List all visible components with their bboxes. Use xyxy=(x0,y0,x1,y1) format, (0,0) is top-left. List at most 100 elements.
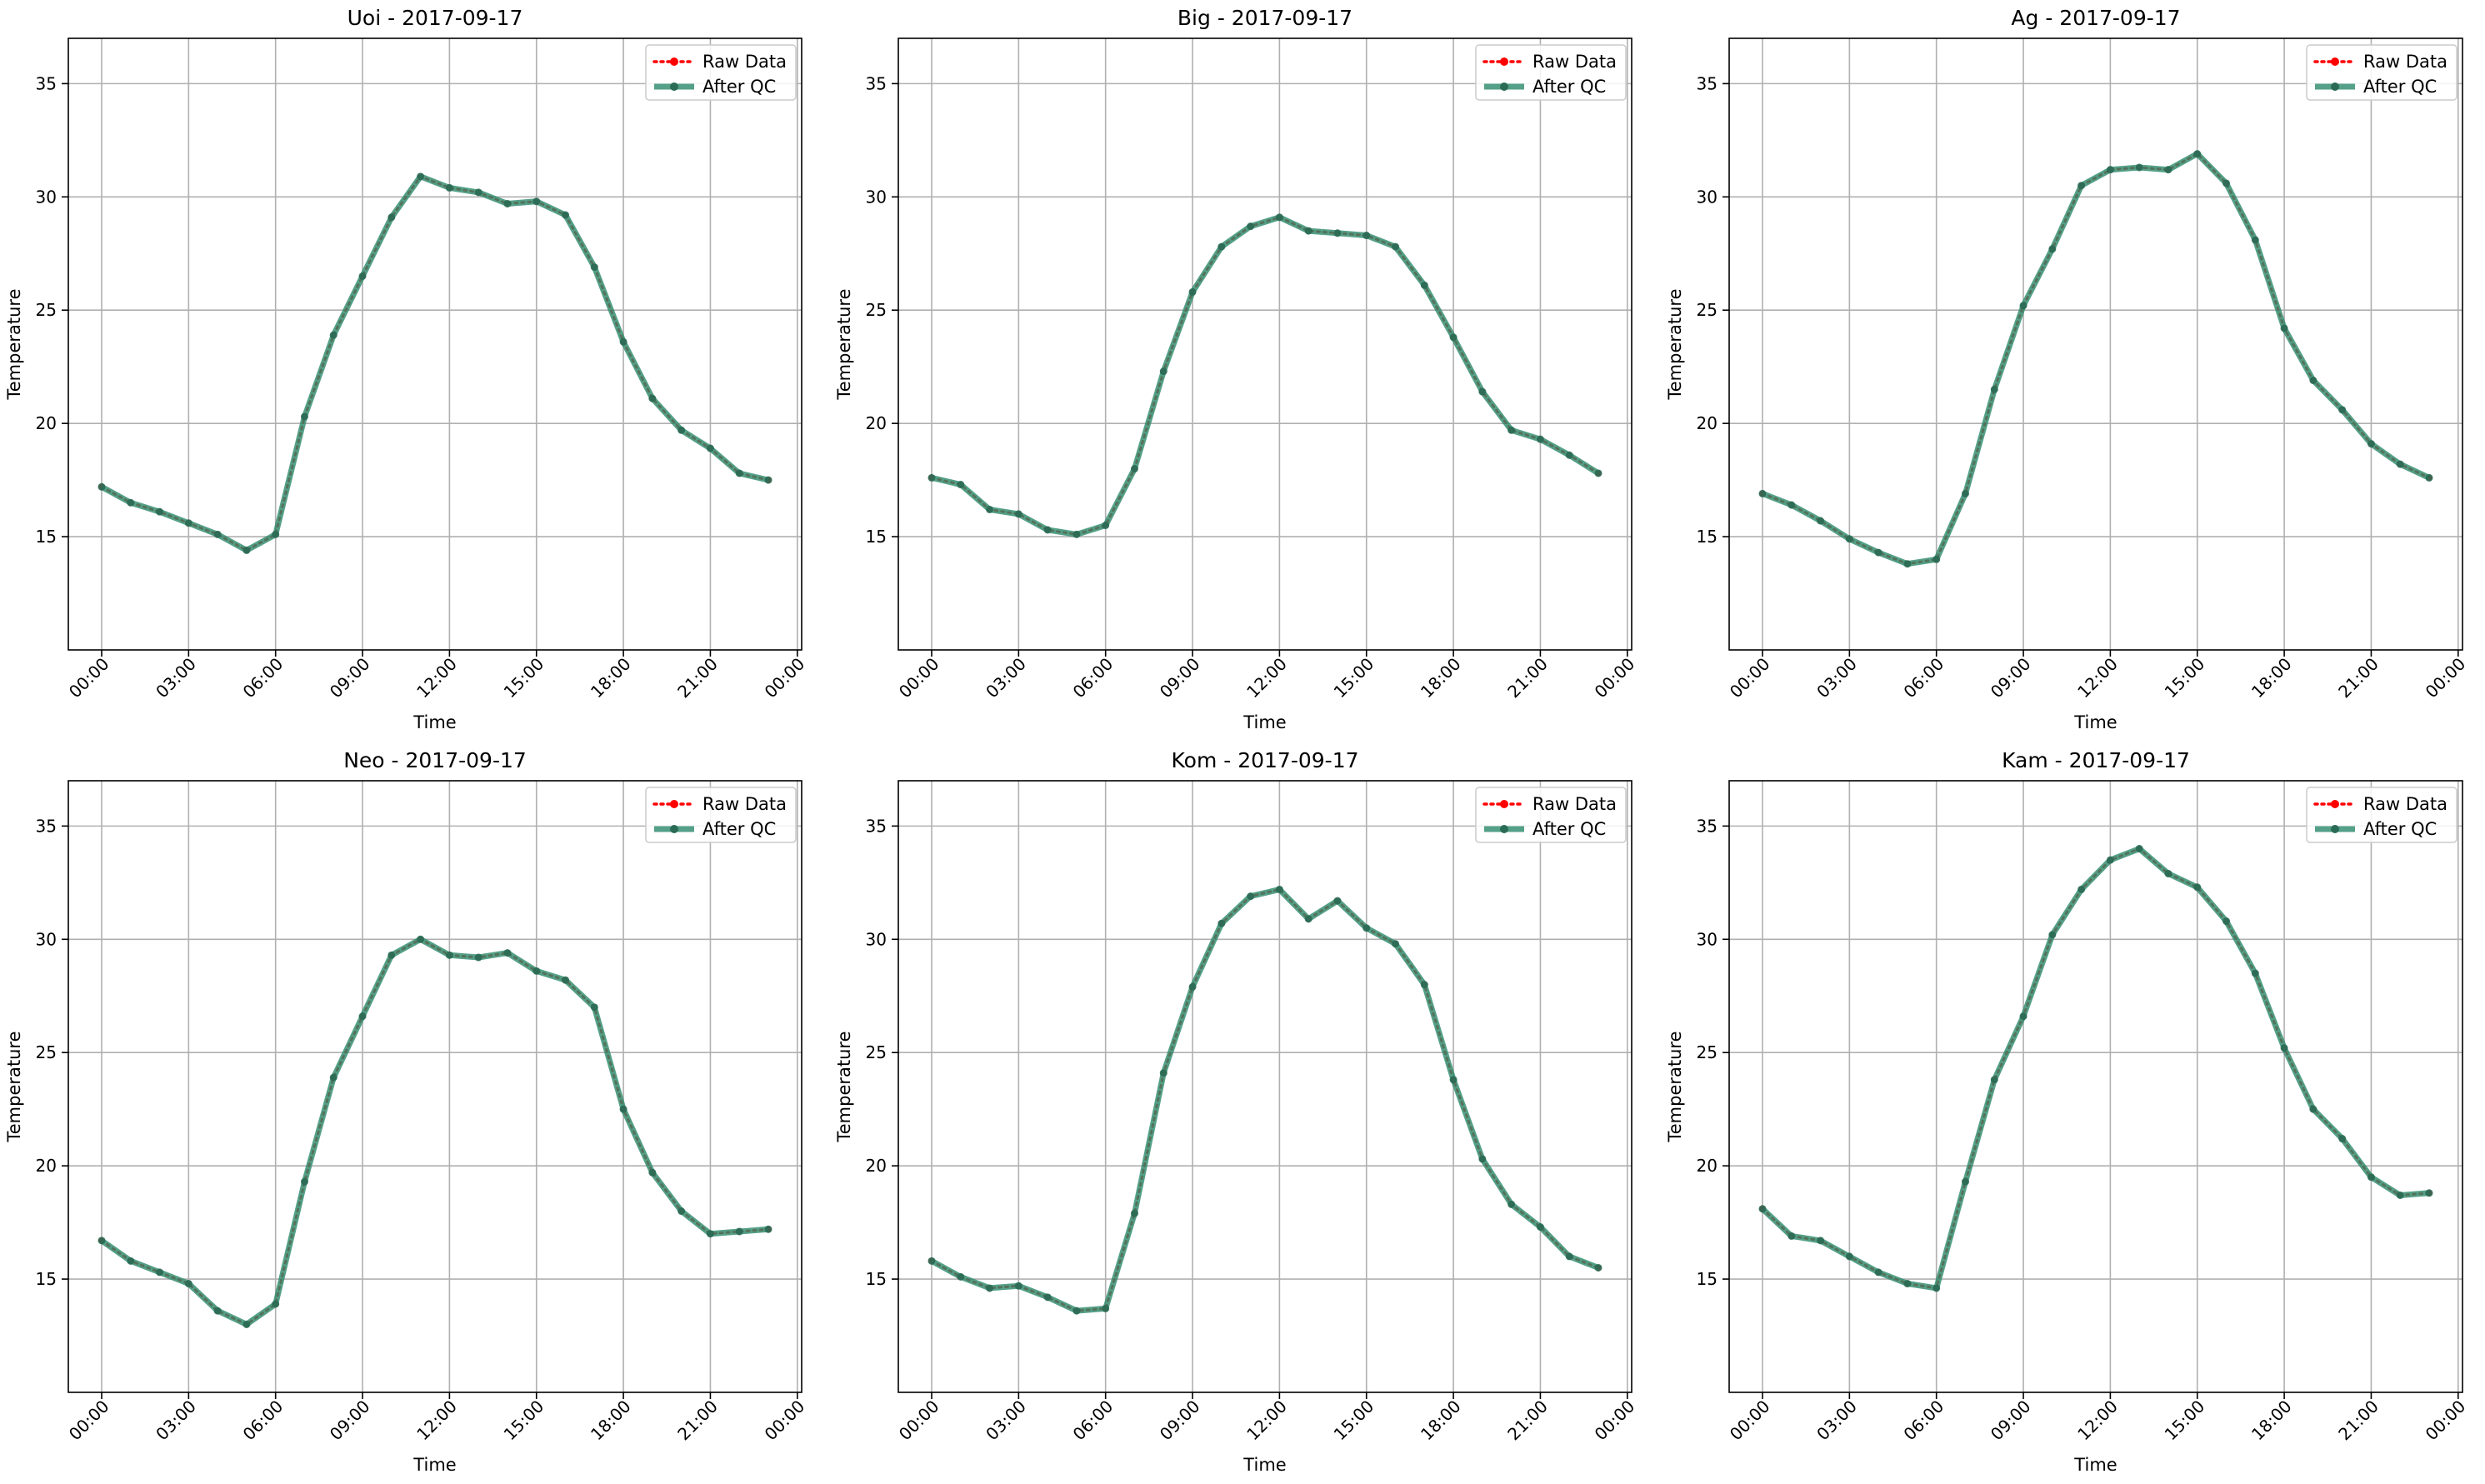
plot-frame xyxy=(68,37,802,651)
y-tick-label: 35 xyxy=(866,73,887,93)
y-tick-label: 15 xyxy=(36,527,57,547)
legend-label-qc: After QC xyxy=(1532,77,1606,97)
after-qc-point xyxy=(2193,150,2202,158)
x-tick-label: 00:00 xyxy=(2422,654,2470,702)
y-tick-label: 25 xyxy=(866,1042,887,1062)
after-qc-point xyxy=(2251,969,2259,977)
legend-marker-raw xyxy=(2331,800,2339,808)
chart-panel-1: 00:00 03:00 06:00 09:00 12:00 15:00 18:00 21:00… xyxy=(4,6,808,732)
after-qc-point xyxy=(648,1168,657,1177)
after-qc-point xyxy=(764,476,772,484)
after-qc-point xyxy=(2251,236,2259,244)
after-qc-point xyxy=(2425,1189,2433,1197)
x-tick-label: 12:00 xyxy=(412,1397,461,1445)
after-qc-point xyxy=(2309,1105,2318,1113)
after-qc-point xyxy=(1874,1268,1882,1277)
legend-marker-raw xyxy=(2331,57,2339,66)
x-tick-label: 15:00 xyxy=(2161,654,2209,702)
after-qc-point xyxy=(619,337,628,346)
y-tick-label: 25 xyxy=(1697,1042,1718,1062)
after-qc-point xyxy=(532,967,541,975)
x-tick-label: 09:00 xyxy=(1156,1397,1204,1445)
y-tick-label: 15 xyxy=(866,527,887,547)
x-tick-label: 21:00 xyxy=(2334,1397,2382,1445)
after-qc-point xyxy=(2106,166,2114,174)
chart-panel-5: 00:00 03:00 06:00 09:00 12:00 15:00 18:00 21:00… xyxy=(834,748,1638,1475)
after-qc-point xyxy=(1594,469,1602,477)
after-qc-line xyxy=(99,936,769,1327)
legend-label-raw: Raw Data xyxy=(1532,794,1617,814)
after-qc-point xyxy=(1874,548,1882,557)
after-qc-point xyxy=(1218,242,1226,251)
y-axis-label: Temperature xyxy=(4,1031,24,1142)
x-tick-label: 06:00 xyxy=(1900,1397,1948,1445)
raw-data-line xyxy=(930,887,1600,1312)
after-qc-point xyxy=(678,1207,686,1216)
after-qc-point xyxy=(1130,1209,1138,1217)
after-qc-point xyxy=(2019,302,2028,310)
after-qc-point xyxy=(2078,885,2086,893)
y-tick-label: 30 xyxy=(1697,929,1718,949)
x-tick-label: 03:00 xyxy=(152,654,200,702)
after-qc-line xyxy=(931,214,1600,537)
after-qc-point xyxy=(2367,1173,2375,1182)
after-qc-point xyxy=(1961,1177,1969,1186)
after-qc-point xyxy=(445,951,453,959)
x-tick-label: 00:00 xyxy=(1591,1397,1639,1445)
after-qc-point xyxy=(1565,1252,1573,1261)
after-qc-point xyxy=(1932,1284,1941,1292)
after-qc-point xyxy=(242,546,251,554)
after-qc-point xyxy=(2222,917,2231,926)
after-qc-point xyxy=(2048,245,2057,253)
after-qc-point xyxy=(957,481,965,489)
after-qc-point xyxy=(2193,883,2202,892)
x-tick-label: 03:00 xyxy=(982,1397,1030,1445)
after-qc-point xyxy=(2309,376,2318,384)
y-tick-label: 20 xyxy=(1697,413,1718,433)
after-qc-point xyxy=(706,1230,714,1238)
after-qc-point xyxy=(764,1225,772,1233)
x-tick-label: 21:00 xyxy=(673,654,722,702)
y-tick-label: 35 xyxy=(1697,816,1718,836)
x-tick-label: 06:00 xyxy=(1069,654,1118,702)
after-qc-point xyxy=(1043,526,1052,534)
raw-data-line xyxy=(1761,847,2431,1290)
chart-title: Kom - 2017-09-17 xyxy=(1172,748,1359,772)
after-qc-point xyxy=(388,951,396,959)
legend-label-qc: After QC xyxy=(2363,77,2437,97)
after-qc-point xyxy=(1218,919,1226,927)
x-tick-label: 21:00 xyxy=(2334,654,2382,702)
plot-frame xyxy=(1728,780,2463,1393)
x-axis-label: Time xyxy=(2073,712,2117,732)
after-qc-point xyxy=(156,1268,164,1277)
chart-panel-6: 00:00 03:00 06:00 09:00 12:00 15:00 18:00 21:00… xyxy=(1665,748,2469,1475)
after-qc-point xyxy=(1788,1232,1796,1240)
after-qc-point xyxy=(1478,1155,1487,1163)
legend-marker-raw xyxy=(1500,800,1508,808)
after-qc-point xyxy=(1247,892,1255,901)
legend: Raw Data After QC xyxy=(1475,787,1627,843)
after-qc-point xyxy=(503,949,512,957)
x-axis-label: Time xyxy=(1242,712,1286,732)
x-tick-label: 09:00 xyxy=(326,1397,374,1445)
after-qc-point xyxy=(2106,856,2114,864)
x-tick-label: 09:00 xyxy=(1987,654,2035,702)
after-qc-point xyxy=(2425,473,2433,482)
x-tick-label: 09:00 xyxy=(326,654,374,702)
after-qc-point xyxy=(98,482,106,491)
after-qc-point xyxy=(1845,1252,1853,1261)
x-tick-label: 18:00 xyxy=(587,1397,635,1445)
after-qc-point xyxy=(213,530,222,538)
after-qc-point xyxy=(1333,229,1342,237)
x-tick-label: 00:00 xyxy=(1726,654,1774,702)
after-qc-point xyxy=(127,1257,135,1265)
after-qc-point xyxy=(619,1105,628,1113)
legend-marker-qc xyxy=(2331,825,2339,833)
legend-label-raw: Raw Data xyxy=(702,794,787,814)
legend-label-qc: After QC xyxy=(1532,819,1606,839)
x-tick-label: 06:00 xyxy=(1900,654,1948,702)
after-qc-point xyxy=(2135,845,2143,853)
after-qc-point xyxy=(98,1237,106,1245)
legend-marker-qc xyxy=(2331,82,2339,91)
